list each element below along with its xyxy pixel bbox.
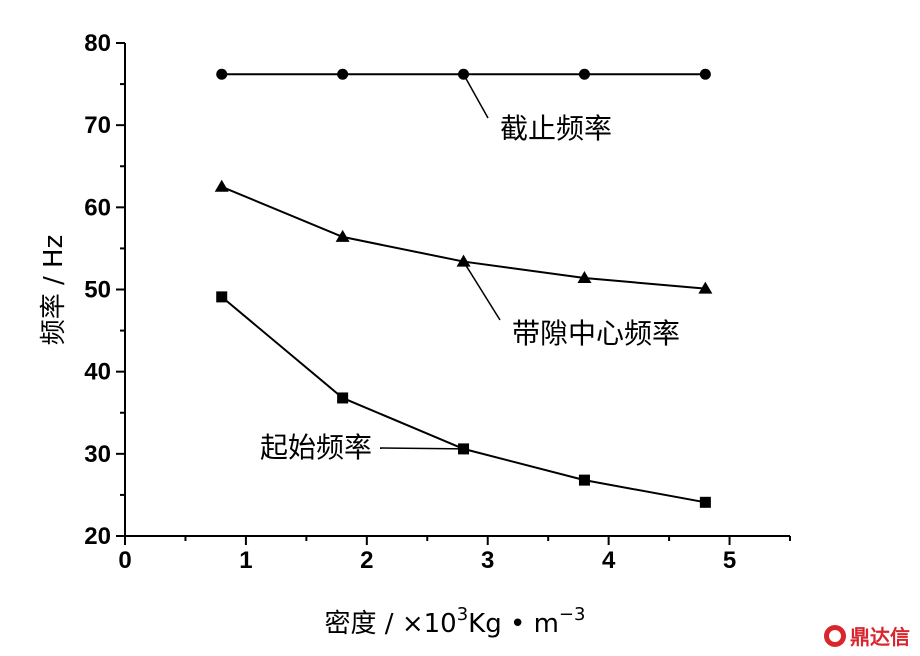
data-point-triangle	[335, 229, 350, 242]
y-tick-label: 40	[84, 359, 111, 386]
x-axis-title: 密度 / ×103Kg • m−3	[325, 604, 586, 639]
data-point-triangle	[698, 281, 713, 294]
annotation-leader-line	[379, 447, 464, 450]
y-tick-label: 80	[84, 30, 111, 57]
data-point-circle	[578, 68, 590, 80]
x-tick-label: 3	[481, 547, 494, 574]
axes	[124, 43, 790, 537]
watermark: 鼎达信	[824, 621, 910, 650]
series-line	[221, 185, 706, 290]
annotation-leader-line	[462, 261, 501, 321]
data-point-square	[578, 474, 590, 486]
series-annotation: 带隙中心频率	[512, 317, 680, 350]
series-annotation: 截止频率	[500, 112, 612, 145]
data-point-square	[216, 291, 228, 303]
x-tick-label: 5	[723, 547, 736, 574]
x-axis-title-unit: Kg • m	[468, 609, 559, 639]
data-point-circle	[699, 68, 711, 80]
data-point-triangle	[577, 270, 592, 283]
y-tick-label: 60	[84, 194, 111, 221]
watermark-text: 鼎达信	[850, 625, 910, 649]
annotation-leader-line	[462, 73, 489, 119]
x-tick-label: 1	[239, 547, 252, 574]
data-point-square	[337, 392, 349, 404]
y-tick-label: 70	[84, 112, 111, 139]
y-axis-title: 频率 / Hz	[39, 235, 69, 346]
series-annotation: 起始频率	[260, 431, 372, 464]
x-tick-label: 2	[360, 547, 373, 574]
y-tick-label: 50	[84, 277, 111, 304]
y-tick-label: 30	[84, 441, 111, 468]
x-tick-label: 4	[602, 547, 616, 574]
x-tick-label: 0	[118, 547, 131, 574]
watermark-logo-icon	[824, 624, 846, 647]
x-axis-title-unit-sup: −3	[559, 604, 586, 625]
x-axis-title-sup: 3	[457, 604, 468, 625]
data-point-circle	[216, 68, 228, 80]
x-axis-title-main: 密度 / ×10	[325, 609, 457, 639]
y-tick-label: 20	[84, 523, 111, 550]
data-point-circle	[337, 68, 349, 80]
data-point-square	[699, 496, 711, 508]
data-point-triangle	[456, 254, 471, 267]
data-point-triangle	[214, 179, 229, 192]
ticks: 0 1 2 3 4 5 20 30 40 50 60 70 80	[84, 30, 791, 574]
